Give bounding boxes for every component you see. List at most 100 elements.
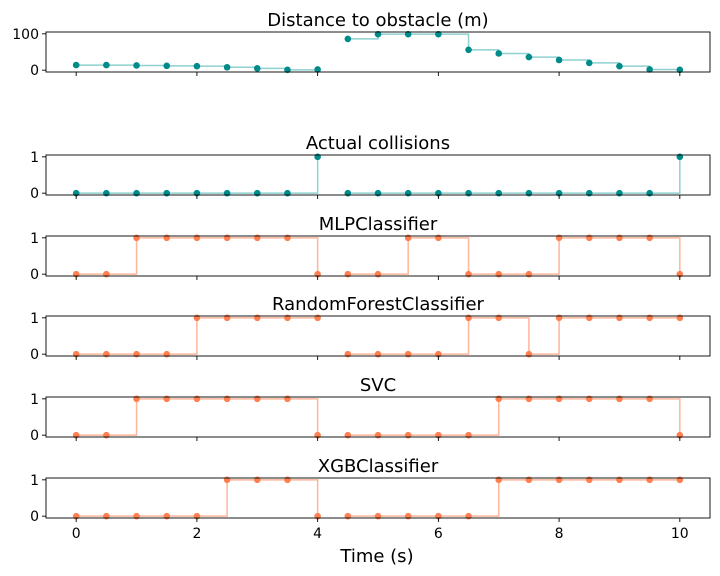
data-point bbox=[344, 431, 352, 439]
subplot-title: Distance to obstacle (m) bbox=[267, 10, 488, 31]
data-point bbox=[103, 431, 110, 439]
data-point bbox=[495, 50, 503, 57]
series-line-2 bbox=[347, 398, 681, 436]
data-point bbox=[344, 189, 352, 197]
x-tick-label: 2 bbox=[192, 526, 201, 542]
data-point bbox=[223, 234, 231, 242]
data-point bbox=[133, 512, 140, 520]
data-point bbox=[646, 314, 653, 322]
data-point bbox=[103, 189, 110, 197]
subplot-title: Actual collisions bbox=[306, 133, 450, 154]
y-tick-label: 0 bbox=[30, 428, 39, 444]
series-line-2 bbox=[347, 479, 680, 517]
data-point bbox=[103, 270, 110, 278]
data-point bbox=[404, 512, 412, 520]
data-point bbox=[193, 62, 201, 70]
data-point bbox=[284, 234, 291, 242]
data-point bbox=[585, 476, 593, 484]
data-point bbox=[284, 395, 291, 403]
axes-frame bbox=[45, 315, 711, 357]
data-point bbox=[616, 189, 623, 197]
data-point bbox=[314, 153, 321, 161]
x-tick-label: 4 bbox=[313, 526, 322, 542]
y-tick-label: 1 bbox=[30, 231, 39, 247]
series-line-2 bbox=[347, 33, 681, 71]
data-point bbox=[223, 314, 231, 322]
data-point bbox=[465, 431, 472, 439]
data-point bbox=[374, 431, 382, 439]
data-point bbox=[163, 350, 171, 358]
data-point bbox=[374, 512, 382, 520]
data-point bbox=[163, 62, 171, 70]
data-point bbox=[555, 234, 563, 242]
y-tick-label: 1 bbox=[30, 311, 39, 327]
data-point bbox=[465, 314, 472, 322]
data-point bbox=[555, 56, 563, 64]
data-point bbox=[585, 314, 593, 322]
data-point bbox=[314, 314, 321, 322]
data-point bbox=[646, 189, 653, 197]
data-point bbox=[495, 395, 503, 403]
axes-frame bbox=[45, 31, 711, 73]
data-point bbox=[133, 62, 140, 69]
y-tick-label: 1 bbox=[30, 392, 39, 408]
y-tick-label: 0 bbox=[30, 63, 39, 79]
data-point bbox=[374, 189, 382, 197]
series-line-2 bbox=[347, 156, 681, 194]
x-tick-label: 0 bbox=[72, 526, 81, 542]
data-point bbox=[253, 314, 261, 322]
data-point bbox=[223, 189, 231, 197]
data-point bbox=[253, 65, 261, 72]
data-point bbox=[103, 350, 110, 358]
data-point bbox=[163, 395, 171, 403]
data-point bbox=[676, 66, 684, 74]
data-point bbox=[525, 395, 533, 403]
y-tick-label: 0 bbox=[30, 186, 39, 202]
subplot-mlpclassifier: MLPClassifier 0 1 bbox=[30, 214, 711, 283]
data-point bbox=[525, 350, 533, 358]
data-point bbox=[404, 30, 412, 38]
data-point bbox=[344, 350, 352, 358]
data-point bbox=[435, 30, 442, 38]
data-point bbox=[676, 476, 684, 484]
subplot-title: RandomForestClassifier bbox=[272, 294, 485, 315]
data-point bbox=[253, 476, 261, 484]
y-tick-label: 1 bbox=[30, 473, 39, 489]
data-point bbox=[193, 395, 201, 403]
data-point bbox=[616, 234, 623, 242]
data-point bbox=[585, 189, 593, 197]
data-point bbox=[525, 189, 533, 197]
x-tick-label: 6 bbox=[434, 526, 443, 542]
data-point bbox=[616, 395, 623, 403]
x-tick-label: 10 bbox=[671, 526, 689, 542]
y-tick-label: 0 bbox=[30, 267, 39, 283]
series-line-2 bbox=[347, 237, 681, 275]
data-point bbox=[284, 476, 291, 484]
subplot-svc: SVC 0 1 bbox=[30, 375, 711, 444]
axes-frame bbox=[45, 477, 711, 519]
data-point bbox=[404, 350, 412, 358]
data-point bbox=[103, 61, 110, 69]
subplot-title: MLPClassifier bbox=[319, 214, 438, 235]
data-point bbox=[133, 189, 140, 197]
data-point bbox=[465, 270, 472, 278]
data-point bbox=[344, 512, 352, 520]
data-point bbox=[465, 512, 472, 520]
data-point bbox=[284, 189, 291, 197]
data-point bbox=[676, 314, 684, 322]
data-point bbox=[163, 189, 171, 197]
data-point bbox=[495, 189, 503, 197]
x-tick-label: 8 bbox=[555, 526, 564, 542]
data-point bbox=[585, 395, 593, 403]
subplot-distance-to-obstacle-m: Distance to obstacle (m) 0 100 bbox=[12, 10, 711, 79]
data-point bbox=[616, 314, 623, 322]
data-point bbox=[585, 59, 593, 67]
axes-frame bbox=[45, 235, 711, 277]
data-point bbox=[72, 61, 80, 69]
data-point bbox=[193, 234, 201, 242]
data-point bbox=[163, 512, 171, 520]
data-point bbox=[223, 63, 231, 71]
subplot-actual-collisions: Actual collisions 0 1 bbox=[30, 133, 711, 202]
